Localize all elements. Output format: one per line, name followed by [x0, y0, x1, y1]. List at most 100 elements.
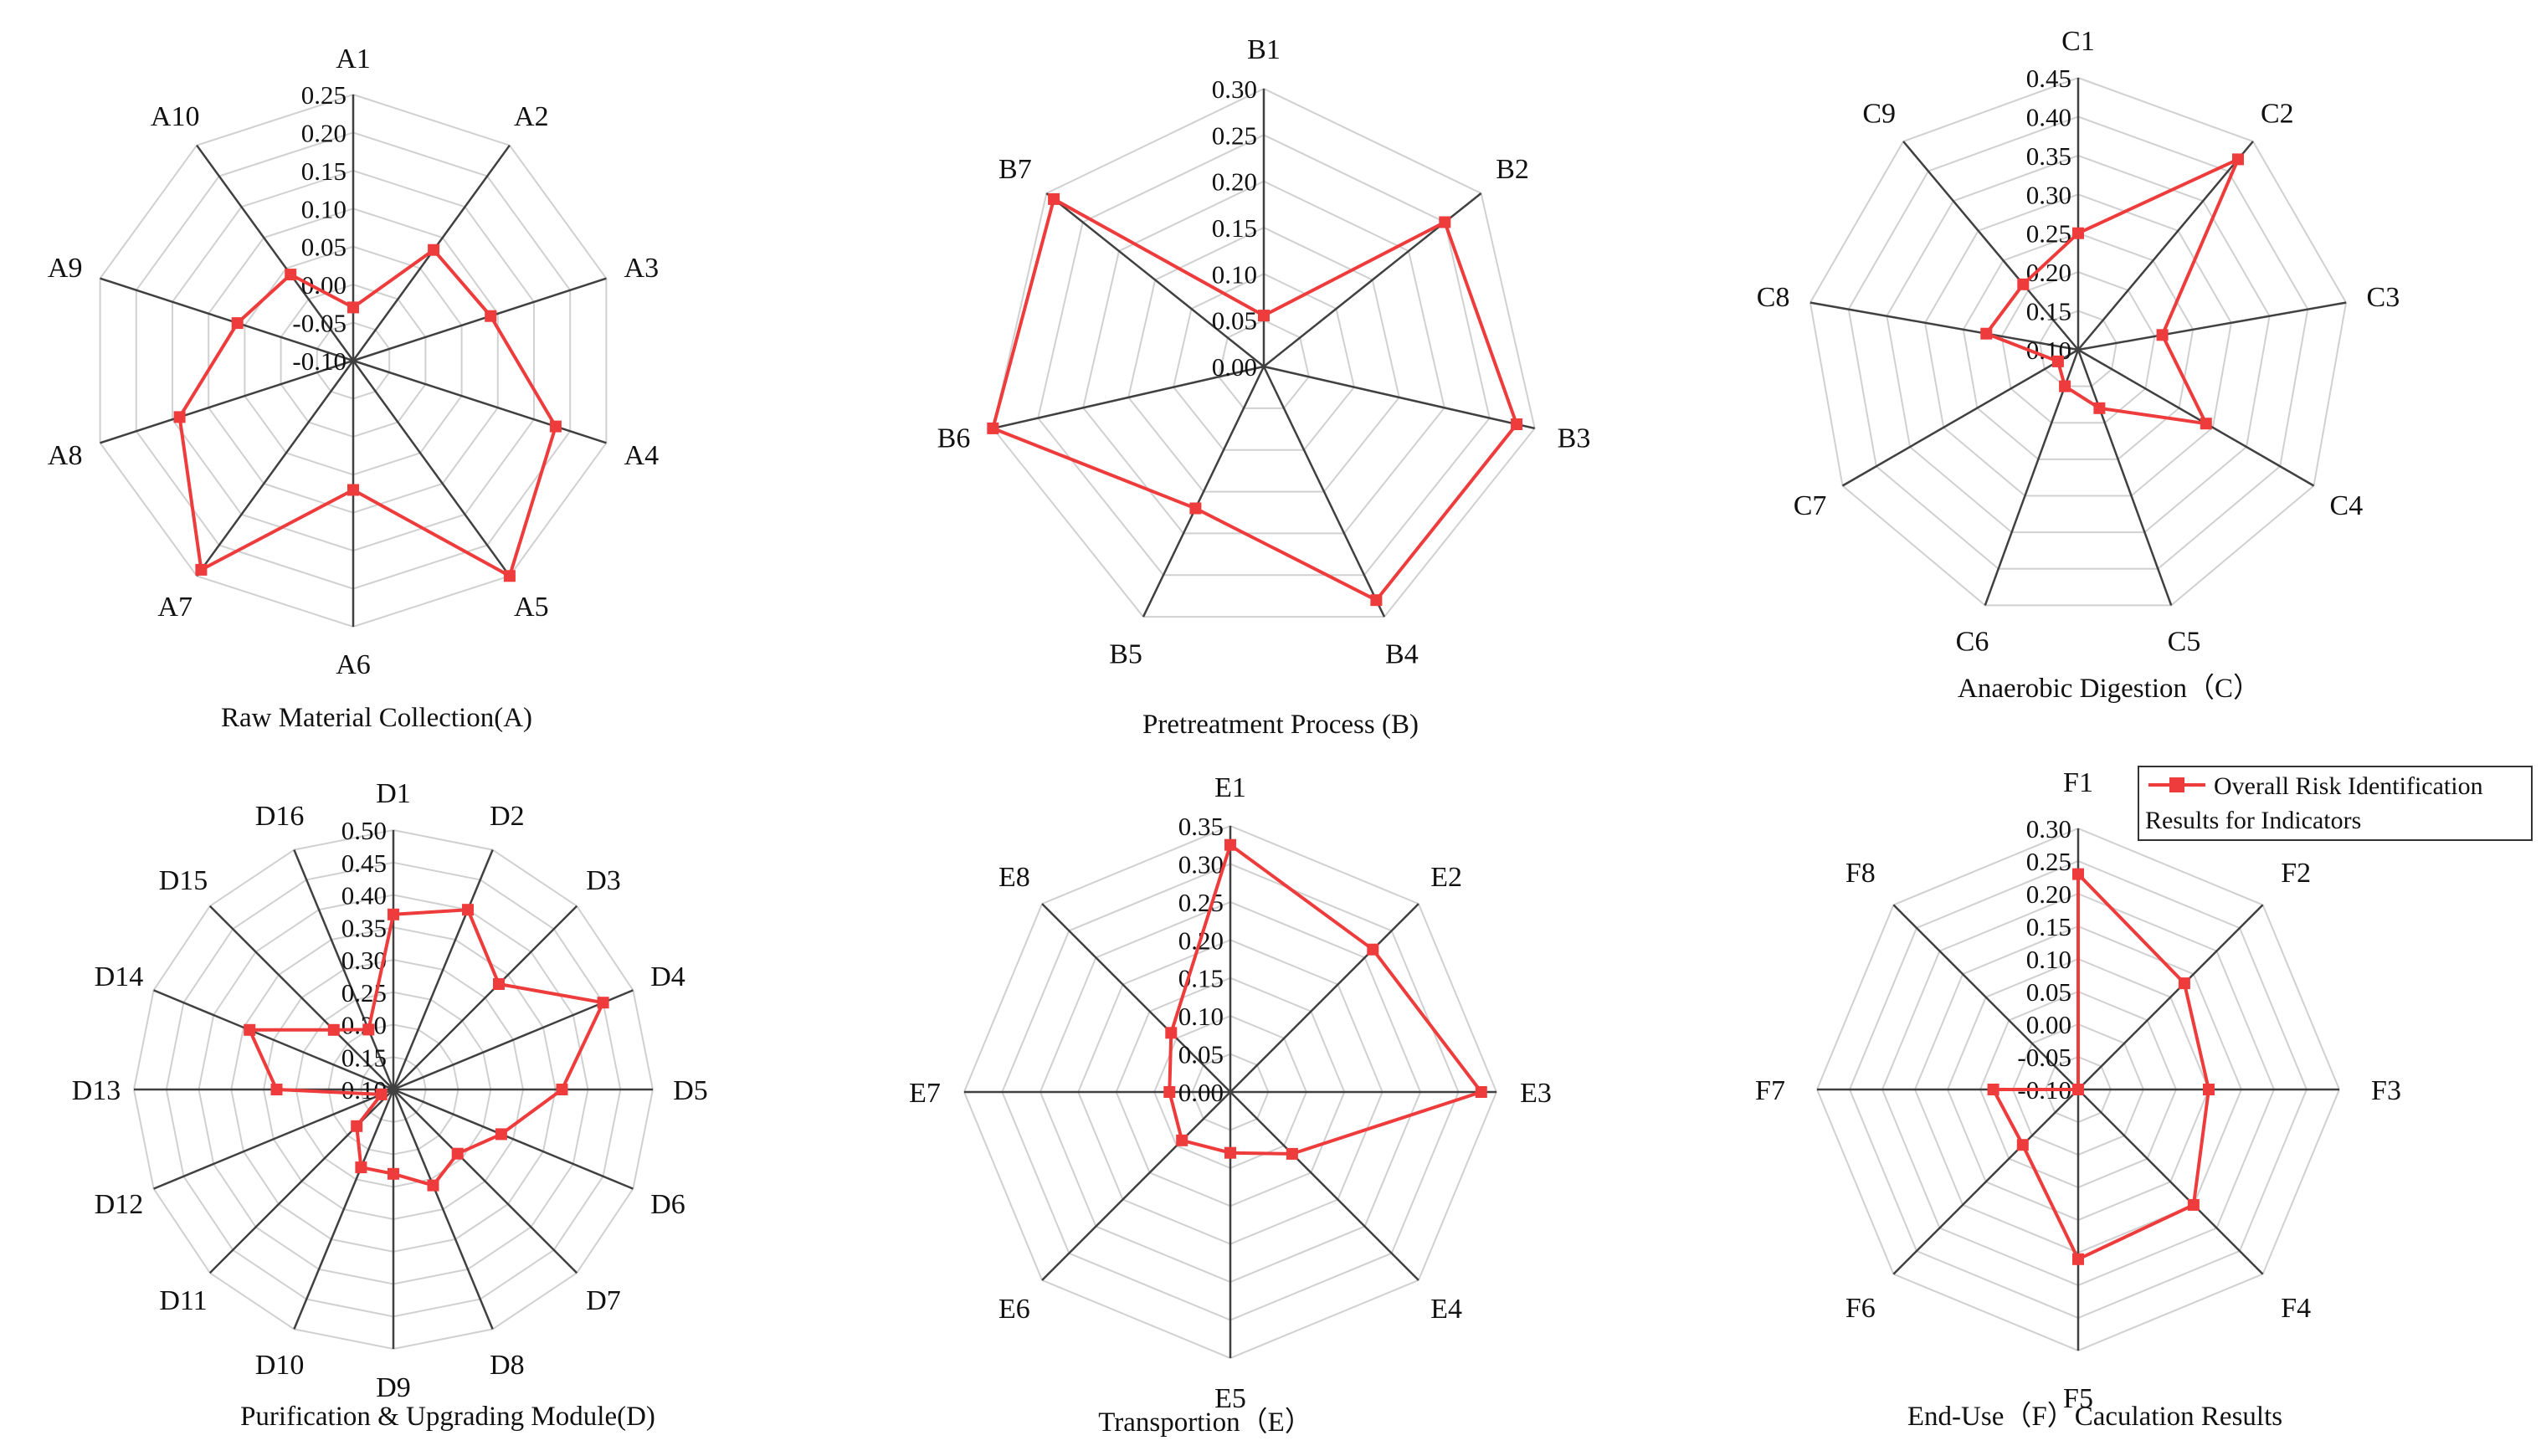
axis-spoke	[1263, 365, 1535, 430]
data-point	[493, 978, 505, 990]
axis-spoke	[1041, 903, 1231, 1093]
axis-spoke	[352, 359, 607, 444]
category-label: D15	[159, 865, 208, 896]
tick-label: 0.25	[301, 80, 346, 110]
tick-label: 0.10	[2026, 945, 2071, 974]
data-point	[2232, 153, 2244, 166]
category-label: A9	[48, 253, 83, 284]
series-line	[991, 197, 1519, 602]
axis-spoke	[352, 360, 511, 577]
axis-spoke	[2076, 349, 2173, 606]
tick-label: 0.25	[1212, 120, 1257, 150]
category-label: A10	[151, 101, 200, 132]
data-point	[2072, 1253, 2084, 1265]
category-label: E4	[1430, 1294, 1462, 1325]
data-point	[549, 420, 562, 433]
data-point	[1224, 1146, 1236, 1159]
radar-charts: 0.25 0.20 0.15 0.10 0.05 0.00 -0.05 -0.10 A1 A2 A3…	[48, 26, 2401, 1438]
data-point	[355, 1161, 367, 1174]
grid-ring	[2000, 271, 2156, 424]
chart-title: Purification & Upgrading Module(D)	[240, 1402, 655, 1432]
tick-label: 0.45	[2026, 64, 2071, 93]
tick-label: 0.05	[301, 233, 346, 262]
data-point	[2072, 227, 2084, 239]
data-point	[388, 1167, 399, 1180]
data-point	[195, 563, 208, 576]
axis-spoke	[153, 989, 394, 1091]
data-point	[327, 1023, 340, 1036]
category-label: D16	[255, 801, 305, 832]
tick-label: 0.15	[341, 1043, 387, 1072]
data-point	[2016, 1139, 2029, 1151]
tick-label: 0.35	[1178, 812, 1224, 841]
chart-title: End-Use（F）Caculation Results	[1907, 1402, 2282, 1432]
legend-text-line1: Overall Risk Identification	[2214, 772, 2483, 800]
tick-label: 0.30	[2026, 180, 2071, 209]
data-point	[1163, 1086, 1176, 1098]
chart-title: Raw Material Collection(A)	[221, 703, 532, 733]
axis-spoke	[1984, 349, 2080, 606]
data-point	[1258, 310, 1270, 322]
category-label: E7	[909, 1078, 941, 1109]
grid-ring	[1847, 115, 2309, 570]
data-point	[2072, 868, 2084, 880]
category-label: D8	[490, 1350, 525, 1381]
category-label: E6	[998, 1294, 1030, 1325]
data-point	[2059, 380, 2071, 392]
data-point	[375, 1088, 388, 1100]
category-label: D7	[586, 1285, 621, 1316]
category-label: D3	[586, 865, 621, 896]
category-label: C4	[2330, 490, 2364, 521]
tick-label: 0.05	[1212, 306, 1257, 336]
tick-label: 0.35	[2026, 141, 2071, 171]
axis-spoke	[293, 1089, 395, 1330]
grid-ring	[2039, 310, 2118, 387]
tick-label: 0.40	[2026, 102, 2071, 131]
category-label: A7	[157, 592, 192, 623]
tick-label: 0.25	[2026, 847, 2071, 876]
category-label: D5	[673, 1075, 708, 1106]
category-label: E8	[998, 862, 1030, 893]
data-point	[427, 1179, 439, 1192]
data-point	[2203, 1084, 2215, 1095]
tick-label: 0.35	[341, 913, 387, 942]
legend-box	[2138, 766, 2533, 841]
category-label: A5	[514, 592, 549, 623]
chart-title: Pretreatment Process (B)	[1142, 710, 1419, 740]
tick-label: 0.30	[1178, 849, 1224, 879]
category-label: A1	[336, 44, 371, 74]
tick-label: 0.10	[301, 194, 346, 223]
category-label: F2	[2281, 858, 2311, 889]
category-label: D10	[255, 1350, 305, 1381]
data-point	[462, 904, 474, 916]
tick-label: 0.00	[1178, 1078, 1224, 1107]
series-line	[1984, 157, 2240, 426]
data-point	[503, 570, 516, 582]
data-point	[597, 997, 609, 1009]
legend-text-line2: Results for Indicators	[2145, 807, 2361, 834]
axis-spoke	[293, 849, 395, 1090]
category-label: C7	[1794, 490, 1827, 521]
data-point	[1189, 502, 1202, 515]
data-point	[285, 269, 297, 281]
axis-spoke	[1262, 366, 1386, 618]
category-label: D4	[650, 961, 685, 992]
category-label: D13	[72, 1075, 121, 1106]
tick-label: 0.45	[341, 848, 387, 878]
data-point	[1165, 1027, 1178, 1039]
category-label: D6	[650, 1189, 685, 1220]
data-point	[2187, 1198, 2200, 1211]
axis-spoke	[153, 1088, 394, 1190]
tick-label: 0.30	[2026, 814, 2071, 843]
axis-spoke	[993, 365, 1265, 430]
data-point	[1286, 1147, 1298, 1160]
tick-label: -0.05	[2017, 1043, 2071, 1072]
data-point	[388, 908, 399, 920]
grid-ring	[1962, 232, 2194, 460]
tick-label: 0.05	[2026, 977, 2071, 1007]
data-point	[351, 1120, 363, 1132]
tick-label: 0.20	[301, 118, 346, 147]
category-label: B1	[1247, 34, 1281, 65]
axis-spoke	[196, 144, 355, 361]
